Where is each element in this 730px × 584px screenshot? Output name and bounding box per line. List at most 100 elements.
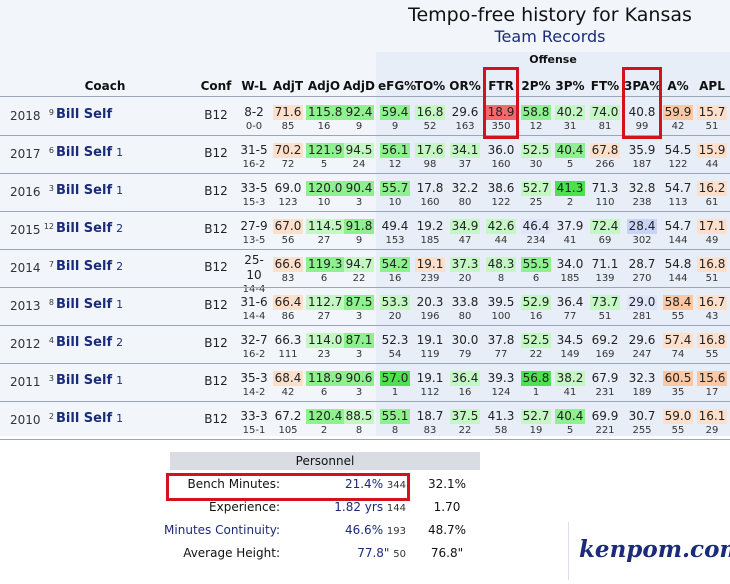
header-ftr[interactable]: FTR <box>488 79 514 93</box>
year-link[interactable]: 2016 <box>10 185 41 199</box>
seed-number: 12 <box>43 222 54 231</box>
conference-link[interactable]: B12 <box>204 298 228 312</box>
conference-link[interactable]: B12 <box>204 260 228 274</box>
personnel-label[interactable]: Minutes Continuity: <box>164 523 280 537</box>
stat-rank: 110 <box>595 197 615 208</box>
stat-p3: 38.2 41 <box>554 367 586 399</box>
stat-efg: 54.2 16 <box>378 253 412 285</box>
coach-link[interactable]: Bill Self 2 <box>56 221 124 236</box>
header-adjt[interactable]: AdjT <box>272 79 304 93</box>
coach-link[interactable]: Bill Self 1 <box>56 411 124 426</box>
stat-rank: 3 <box>355 311 363 322</box>
stat-value: 88.5 <box>343 409 375 424</box>
stat-value: 19.1 <box>416 371 444 385</box>
personnel-rank: 144 <box>386 503 406 514</box>
stat-rank: 27 <box>317 311 331 322</box>
stat-rank: 51 <box>705 121 719 132</box>
stat-p3: 40.4 5 <box>554 139 586 171</box>
stat-value: 34.9 <box>449 219 481 234</box>
stat-value: 57.0 <box>379 371 411 386</box>
stat-rank: 239 <box>420 273 440 284</box>
stat-rank: 12 <box>529 121 543 132</box>
conference-link[interactable]: B12 <box>204 374 228 388</box>
stat-adjo: 121.9 5 <box>306 139 345 171</box>
stat-adjt: 66.6 83 <box>272 253 304 285</box>
stat-value: 28.7 <box>628 257 656 271</box>
conference-link[interactable]: B12 <box>204 108 228 122</box>
stat-value: 30.7 <box>628 409 656 423</box>
conference-link[interactable]: B12 <box>204 146 228 160</box>
stat-value: 32-7 <box>240 333 268 347</box>
stat-value: 92.4 <box>343 105 375 120</box>
stat-value: 17.6 <box>414 143 446 158</box>
kenpom-logo[interactable]: kenpom.com <box>568 522 730 580</box>
stat-rank: 8 <box>497 273 505 284</box>
table-row: 2017 6 Bill Self 1 B12 31-5 16-2 70.2 72 121.9 5 94… <box>0 136 730 174</box>
stat-value: 54.2 <box>379 257 411 272</box>
stat-to: 19.2 185 <box>414 215 446 247</box>
stat-p2: 56.8 1 <box>520 367 552 399</box>
personnel-value: 77.8" 50 <box>357 546 406 560</box>
stat-rank: 3 <box>355 349 363 360</box>
year-link[interactable]: 2013 <box>10 299 41 313</box>
header-p3[interactable]: 3P% <box>555 79 585 93</box>
stat-adjd: 94.7 22 <box>342 253 376 285</box>
stat-adjo: 119.3 6 <box>306 253 345 285</box>
stat-or: 33.8 80 <box>448 291 482 323</box>
coach-link[interactable]: Bill Self 1 <box>56 145 124 160</box>
stat-rank: 113 <box>668 197 688 208</box>
personnel-panel: Personnel Bench Minutes: 21.4% 344 32.1% Ex… <box>164 452 480 570</box>
coach-link[interactable]: Bill Self 1 <box>56 183 124 198</box>
coach-link[interactable]: Bill Self <box>56 107 113 122</box>
stat-apl: 16.8 51 <box>696 253 728 285</box>
stat-p2: 58.8 12 <box>520 101 552 133</box>
header-efg[interactable]: eFG% <box>378 79 417 93</box>
year-link[interactable]: 2010 <box>10 413 41 427</box>
conference-link[interactable]: B12 <box>204 184 228 198</box>
header-wl[interactable]: W-L <box>241 79 267 93</box>
year-link[interactable]: 2012 <box>10 337 41 351</box>
conference-link[interactable]: B12 <box>204 412 228 426</box>
header-or[interactable]: OR% <box>449 79 481 93</box>
stat-value: 120.4 <box>306 409 345 424</box>
stat-rank: 139 <box>595 273 615 284</box>
year-link[interactable]: 2017 <box>10 147 41 161</box>
conference-link[interactable]: B12 <box>204 222 228 236</box>
stat-rank: 55 <box>671 311 685 322</box>
stat-rank: 56 <box>281 235 295 246</box>
year-link[interactable]: 2018 <box>10 109 41 123</box>
year-link[interactable]: 2011 <box>10 375 41 389</box>
header-adjo[interactable]: AdjO <box>307 79 341 93</box>
conference-link[interactable]: B12 <box>204 336 228 350</box>
header-to[interactable]: TO% <box>414 79 446 93</box>
stat-rank: 3 <box>355 197 363 208</box>
stat-rank: 83 <box>423 425 437 436</box>
stat-ft: 67.9 231 <box>588 367 622 399</box>
stat-rank: 69 <box>598 235 612 246</box>
year-link[interactable]: 2014 <box>10 261 41 275</box>
coach-link[interactable]: Bill Self 2 <box>56 259 124 274</box>
header-pa3[interactable]: 3PA% <box>624 79 662 93</box>
header-a[interactable]: A% <box>667 79 689 93</box>
stat-ft: 72.4 69 <box>588 215 622 247</box>
header-conf[interactable]: Conf <box>200 79 232 93</box>
year-link[interactable]: 2015 <box>10 223 41 237</box>
stat-rank: 83 <box>281 273 295 284</box>
stat-rank: 30 <box>529 159 543 170</box>
page-subtitle[interactable]: Team Records <box>494 27 606 46</box>
header-adjd[interactable]: AdjD <box>343 79 375 93</box>
header-ft[interactable]: FT% <box>590 79 620 93</box>
coach-link[interactable]: Bill Self 2 <box>56 335 124 350</box>
stat-adjd: 88.5 8 <box>342 405 376 437</box>
header-p2[interactable]: 2P% <box>521 79 551 93</box>
coach-link[interactable]: Bill Self 1 <box>56 297 124 312</box>
stat-adjd: 94.5 24 <box>342 139 376 171</box>
header-apl[interactable]: APL <box>699 79 725 93</box>
table-row: 2010 2 Bill Self 1 B12 33-3 15-1 67.2 105 120.4 2 8… <box>0 402 730 440</box>
header-coach[interactable]: Coach <box>84 79 126 93</box>
personnel-row: Minutes Continuity: 46.6% 193 48.7% <box>164 520 480 542</box>
stat-rank: 43 <box>705 311 719 322</box>
coach-link[interactable]: Bill Self 1 <box>56 373 124 388</box>
table-row: 2013 8 Bill Self 1 B12 31-6 14-4 66.4 86 112.7 27 8… <box>0 288 730 326</box>
personnel-row: Bench Minutes: 21.4% 344 32.1% <box>170 474 480 496</box>
